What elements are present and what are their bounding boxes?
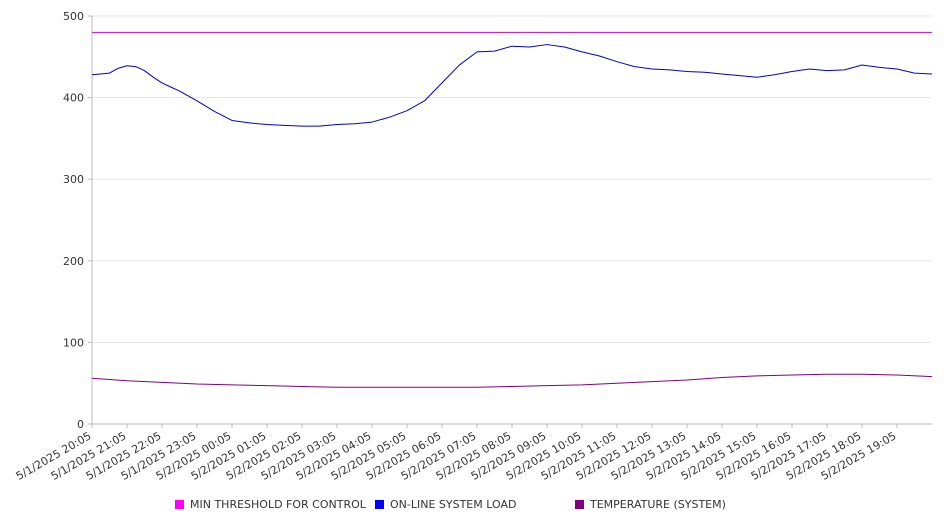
series-system-load-line — [91, 44, 933, 127]
y-tick-label: 300 — [63, 173, 84, 186]
y-tick-label: 500 — [63, 10, 84, 23]
legend-label-temperature: TEMPERATURE (SYSTEM) — [590, 498, 726, 511]
y-tick-label: 100 — [63, 336, 84, 349]
legend: MIN THRESHOLD FOR CONTROL ON-LINE SYSTEM… — [175, 498, 935, 514]
legend-label-system-load: ON-LINE SYSTEM LOAD — [390, 498, 517, 511]
y-tick-label: 0 — [77, 418, 84, 431]
legend-swatch-temperature — [575, 500, 584, 509]
grid-lines — [92, 15, 932, 343]
y-tick-label: 400 — [63, 92, 84, 105]
x-axis-ticks: 5/1/2025 20:055/1/2025 21:055/1/2025 22:… — [14, 424, 899, 483]
series-temperature-line — [91, 373, 933, 388]
legend-swatch-threshold — [175, 500, 184, 509]
y-axis-ticks: 0 100 200 300 400 500 — [63, 10, 92, 431]
legend-item-system-load: ON-LINE SYSTEM LOAD — [375, 498, 516, 511]
series-lines — [91, 31, 933, 388]
legend-item-temperature: TEMPERATURE (SYSTEM) — [575, 498, 726, 511]
legend-item-threshold: MIN THRESHOLD FOR CONTROL — [175, 498, 366, 511]
legend-label-threshold: MIN THRESHOLD FOR CONTROL — [190, 498, 366, 511]
legend-swatch-system-load — [375, 500, 384, 509]
y-tick-label: 200 — [63, 255, 84, 268]
